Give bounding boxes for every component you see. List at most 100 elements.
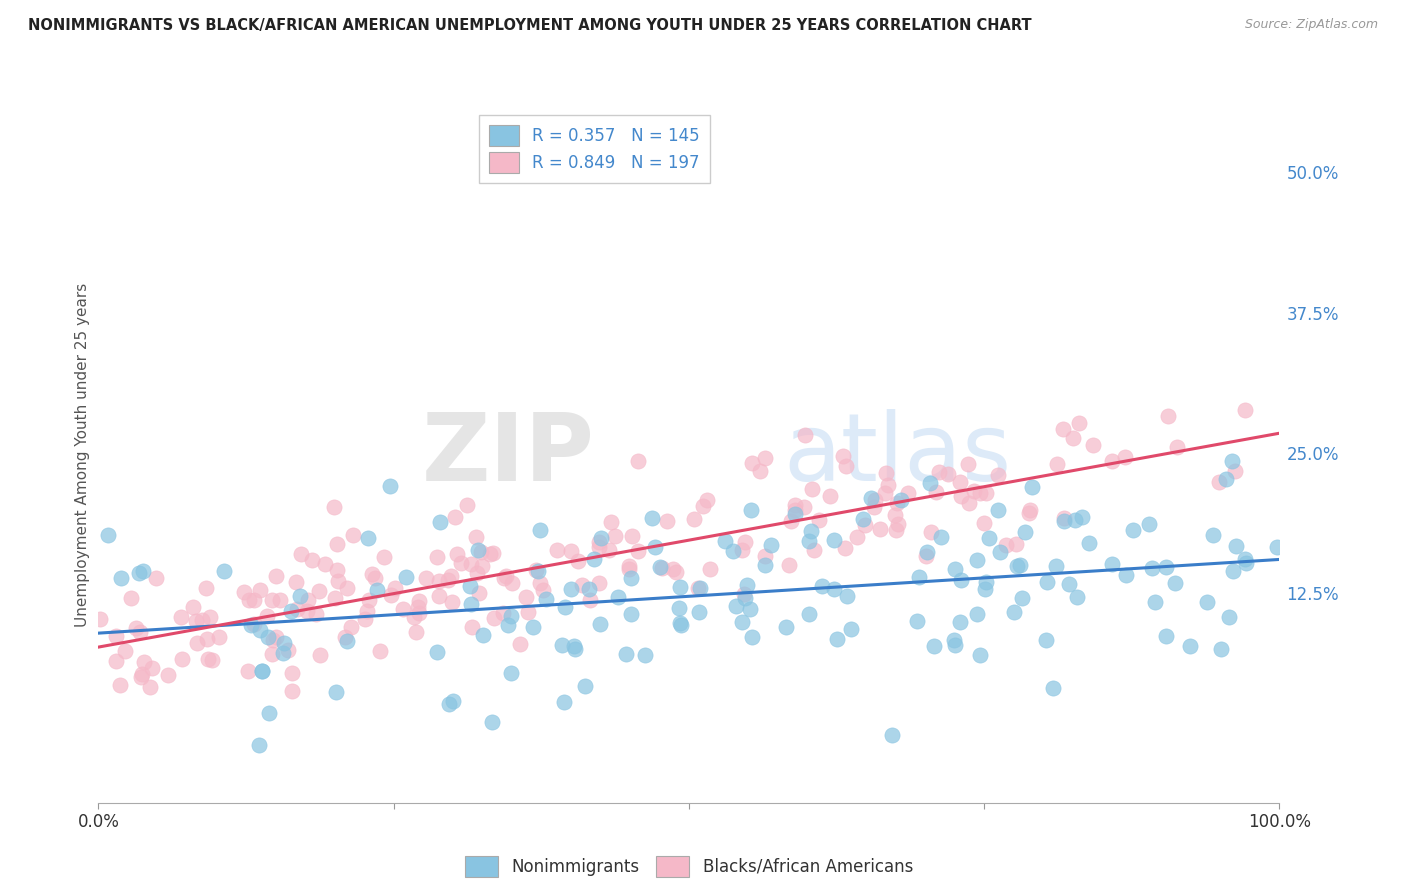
Point [495,569,517,583]
Point [468,586,491,600]
Point [460,557,482,571]
Point [1035,575,1057,590]
Point [588,540,610,554]
Point [1137,516,1160,531]
Point [340,620,363,634]
Point [1059,577,1081,591]
Point [775,620,797,634]
Point [846,530,869,544]
Point [170,609,193,624]
Point [733,587,755,601]
Point [641,511,664,525]
Point [89,612,111,626]
Point [357,531,380,545]
Point [1005,537,1028,551]
Point [655,514,678,528]
Point [309,648,332,662]
Point [969,486,991,500]
Point [1225,464,1247,478]
Point [415,571,437,585]
Point [472,627,495,641]
Point [588,535,610,549]
Point [494,572,516,586]
Point [807,513,830,527]
Point [811,579,834,593]
Point [567,554,589,568]
Point [1042,681,1064,695]
Point [869,523,891,537]
Point [277,643,299,657]
Point [734,535,756,549]
Point [614,647,637,661]
Point [441,694,464,708]
Point [529,575,551,590]
Point [515,590,537,604]
Point [110,571,132,585]
Point [364,571,387,585]
Point [915,545,938,559]
Point [170,652,193,666]
Point [852,512,875,526]
Point [273,636,295,650]
Point [823,533,845,547]
Point [1163,575,1185,590]
Point [517,606,540,620]
Point [114,644,136,658]
Point [373,550,395,565]
Point [689,581,711,595]
Point [186,636,208,650]
Point [408,593,430,607]
Point [461,620,484,634]
Point [793,500,815,515]
Point [427,574,450,589]
Point [699,561,721,575]
Point [1035,633,1057,648]
Point [835,458,858,473]
Point [238,592,260,607]
Point [671,617,693,632]
Point [962,484,984,499]
Point [1218,610,1240,624]
Point [208,630,231,644]
Y-axis label: Unemployment Among Youth under 25 years: Unemployment Among Youth under 25 years [75,283,90,627]
Point [456,499,478,513]
Point [714,533,737,548]
Point [359,592,381,607]
Point [1071,510,1094,524]
Point [285,602,308,616]
Point [546,543,568,558]
Point [467,543,489,558]
Point [336,633,359,648]
Point [644,540,666,554]
Point [247,738,270,752]
Point [392,602,415,616]
Point [562,640,585,654]
Point [128,624,150,639]
Point [342,528,364,542]
Point [326,563,349,577]
Point [366,582,388,597]
Point [406,599,429,614]
Point [145,571,167,585]
Point [929,530,952,544]
Point [354,611,377,625]
Point [1002,606,1025,620]
Point [692,499,714,513]
Point [834,541,856,555]
Point [626,454,648,468]
Point [731,615,754,630]
Point [589,531,612,545]
Point [748,464,770,478]
Point [478,547,501,561]
Point [314,557,336,571]
Point [974,582,997,596]
Point [734,591,756,606]
Point [818,490,841,504]
Point [884,523,907,537]
Point [920,525,942,540]
Point [1197,595,1219,609]
Point [499,666,522,681]
Point [950,489,973,503]
Point [1078,536,1101,550]
Point [501,575,523,590]
